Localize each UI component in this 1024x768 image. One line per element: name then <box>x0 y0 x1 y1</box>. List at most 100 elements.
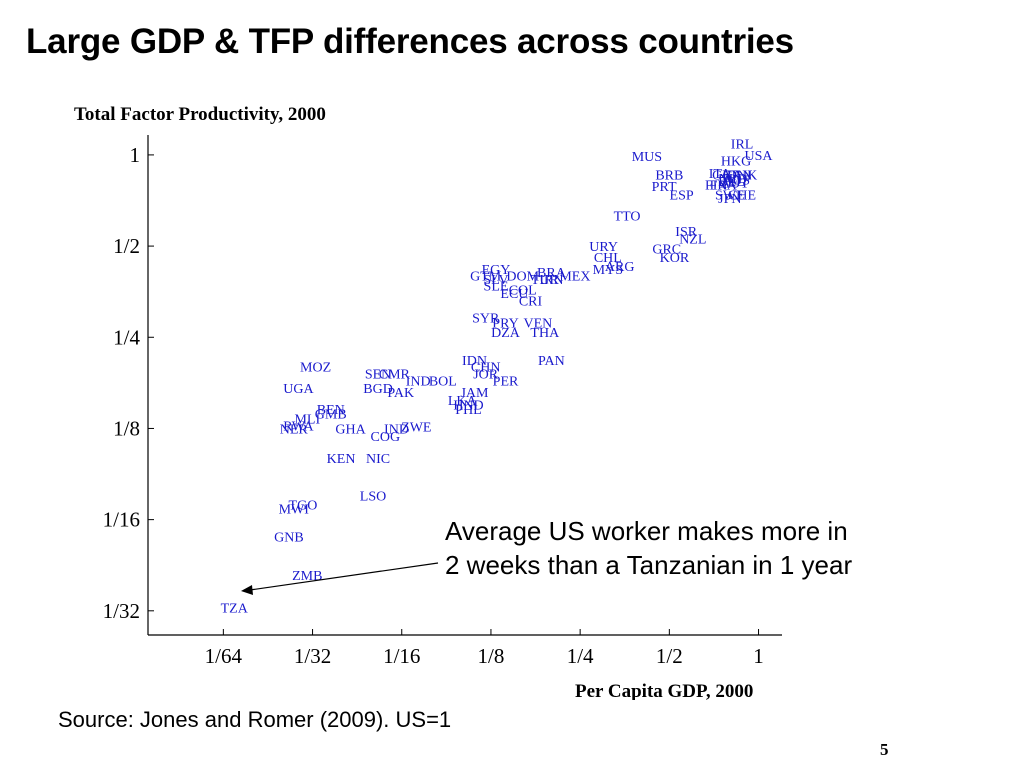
point-label: JOR <box>473 367 499 382</box>
point-label: FRA <box>710 178 738 193</box>
point-label: PHL <box>455 403 481 418</box>
point-label: KEN <box>327 452 356 467</box>
point-label: NER <box>280 422 309 437</box>
point-label: TTO <box>614 210 641 225</box>
point-label: MYS <box>593 263 623 278</box>
point-label: ISR <box>675 225 697 240</box>
point-label: MWI <box>279 503 310 518</box>
point-label: BOL <box>429 374 457 389</box>
point-label: CMR <box>379 367 411 382</box>
point-label: KOR <box>660 251 690 266</box>
point-label: PER <box>493 374 519 389</box>
point-label: MOZ <box>300 361 331 376</box>
point-label: ZWE <box>401 420 431 435</box>
point-label: MLI <box>294 412 320 427</box>
point-label: USA <box>745 149 774 164</box>
point-label: MUS <box>632 150 662 165</box>
x-axis-label: Per Capita GDP, 2000 <box>575 681 753 700</box>
point-label: BGD <box>363 382 393 397</box>
point-label: GHA <box>335 422 366 437</box>
annotation-line-1: Average US worker makes more in <box>445 516 848 546</box>
page-number: 5 <box>880 740 889 759</box>
source-note: Source: Jones and Romer (2009). US=1 <box>58 707 452 732</box>
point-label: BRA <box>537 266 567 281</box>
point-label: GMB <box>315 408 347 423</box>
point-label: BEN <box>317 403 345 418</box>
y-tick-label: 1 <box>130 143 141 167</box>
point-label: COL <box>509 283 537 298</box>
point-label: PRT <box>652 180 677 195</box>
point-label: SEN <box>365 367 391 382</box>
point-label: HKG <box>721 154 751 169</box>
point-label: URY <box>589 240 618 255</box>
chart-axes: 1 1/2 1/4 1/8 1/16 1/32 1/64 1/32 1/16 1/8 1/4 1/2 1 <box>103 135 782 668</box>
x-tick-label: 1/4 <box>567 644 594 668</box>
point-label: FIN <box>705 178 728 193</box>
point-label: GBR <box>712 169 741 184</box>
point-label: PRY <box>492 316 518 331</box>
point-label: CHE <box>728 189 756 204</box>
point-label: JAM <box>460 386 489 401</box>
x-tick-label: 1/32 <box>294 644 331 668</box>
point-label: NZL <box>679 232 706 247</box>
chart-title: Total Factor Productivity, 2000 <box>74 104 326 125</box>
x-tick-label: 1/8 <box>478 644 505 668</box>
point-label: GRC <box>652 243 681 258</box>
point-label: IND <box>384 422 409 437</box>
point-label: UGA <box>283 382 314 397</box>
x-tick-label: 1 <box>753 644 764 668</box>
x-tick-label: 1/2 <box>656 644 683 668</box>
point-label: DZA <box>491 326 521 341</box>
point-label: MEX <box>559 269 590 284</box>
point-label: RWA <box>283 419 314 434</box>
annotation-arrow <box>241 562 439 595</box>
point-label: IDN <box>462 354 487 369</box>
point-label: DOM <box>506 269 539 284</box>
point-label: IRN <box>539 273 563 288</box>
x-tick-label: 1/64 <box>205 644 243 668</box>
point-label: AUT <box>720 177 749 192</box>
point-label: IND <box>406 374 431 389</box>
point-label: GNB <box>274 530 304 545</box>
point-label: EGY <box>482 263 511 278</box>
y-tick-label: 1/2 <box>113 234 140 258</box>
point-label: AUS <box>722 173 750 188</box>
point-label: IRL <box>731 138 754 153</box>
point-label: SLE <box>484 280 509 295</box>
y-tick-label: 1/8 <box>113 416 140 440</box>
point-label: TZA <box>221 602 249 617</box>
point-label: DNK <box>727 169 757 184</box>
point-label: SWE <box>715 189 745 204</box>
annotation-line-2: 2 weeks than a Tanzanian in 1 year <box>445 550 853 580</box>
point-label: CHN <box>471 361 501 376</box>
point-label: TUR <box>531 273 560 288</box>
y-tick-label: 1/32 <box>103 599 140 623</box>
point-label: CRI <box>519 295 543 310</box>
point-label: THA <box>530 326 560 341</box>
point-label: CAN <box>723 169 753 184</box>
point-label: ARG <box>605 260 635 275</box>
point-label: NIC <box>366 452 390 467</box>
y-tick-label: 1/16 <box>103 508 140 532</box>
point-label: JPN <box>718 192 741 207</box>
point-label: NLD <box>719 172 748 187</box>
point-label: GTM <box>470 269 502 284</box>
point-label: CHL <box>594 251 622 266</box>
point-label: LKA <box>448 394 478 409</box>
point-label: SYR <box>472 312 500 327</box>
point-label: PAK <box>387 386 414 401</box>
point-label: PAN <box>538 354 565 369</box>
point-label: LSO <box>360 490 386 505</box>
point-label: SLV <box>483 273 508 288</box>
point-label: BEL <box>718 175 744 190</box>
point-label: TGO <box>289 499 318 514</box>
scatter-chart: Total Factor Productivity, 2000 11/21/41… <box>74 104 782 700</box>
point-label: HND <box>453 398 483 413</box>
point-label: ECU <box>500 287 528 302</box>
y-tick-label: 1/4 <box>113 325 140 349</box>
point-label: ITA <box>709 167 732 182</box>
slide-title: Large GDP & TFP differences across count… <box>26 22 794 61</box>
annotation-text: Average US worker makes more in 2 weeks … <box>445 514 852 582</box>
x-tick-label: 1/16 <box>383 644 420 668</box>
